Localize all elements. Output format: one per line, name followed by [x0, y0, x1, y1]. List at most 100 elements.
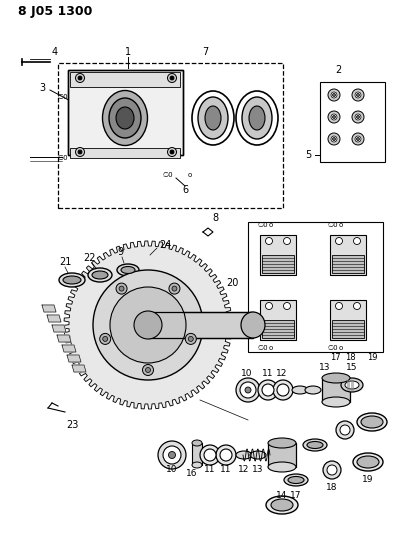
- Text: 13: 13: [252, 465, 264, 474]
- Ellipse shape: [323, 461, 341, 479]
- Ellipse shape: [356, 116, 360, 118]
- Ellipse shape: [242, 97, 272, 139]
- Text: 10: 10: [241, 369, 253, 378]
- Bar: [70, 72, 180, 87]
- Circle shape: [284, 238, 291, 245]
- Circle shape: [110, 287, 186, 363]
- Text: 7: 7: [202, 47, 208, 57]
- Ellipse shape: [357, 456, 379, 468]
- Bar: [58, 63, 283, 208]
- Ellipse shape: [361, 416, 383, 428]
- Polygon shape: [52, 325, 66, 332]
- Bar: [332, 255, 364, 273]
- Bar: [330, 235, 366, 275]
- Ellipse shape: [357, 413, 387, 431]
- Text: 8: 8: [212, 213, 218, 223]
- Ellipse shape: [240, 382, 256, 398]
- Ellipse shape: [328, 133, 340, 145]
- Ellipse shape: [192, 440, 202, 446]
- Ellipse shape: [220, 449, 232, 461]
- Ellipse shape: [273, 380, 293, 400]
- Ellipse shape: [333, 138, 335, 141]
- Ellipse shape: [169, 451, 175, 458]
- Polygon shape: [47, 315, 61, 322]
- Ellipse shape: [322, 373, 350, 383]
- Text: ∅0: ∅0: [327, 222, 338, 228]
- Ellipse shape: [327, 465, 337, 475]
- Text: 11: 11: [220, 465, 232, 474]
- Text: ∅0: ∅0: [258, 222, 268, 228]
- Bar: [322, 378, 350, 402]
- Ellipse shape: [328, 111, 340, 123]
- Bar: [68, 70, 183, 155]
- Ellipse shape: [271, 499, 293, 511]
- Text: 14: 14: [276, 490, 287, 499]
- Ellipse shape: [284, 474, 308, 486]
- Text: o: o: [339, 345, 343, 351]
- Circle shape: [119, 286, 124, 291]
- Circle shape: [170, 150, 174, 154]
- Circle shape: [354, 303, 360, 310]
- Circle shape: [145, 367, 150, 373]
- Circle shape: [354, 238, 360, 245]
- Ellipse shape: [192, 462, 202, 468]
- Text: 15: 15: [346, 364, 358, 373]
- Ellipse shape: [198, 97, 228, 139]
- Ellipse shape: [307, 441, 323, 448]
- Ellipse shape: [204, 449, 216, 461]
- Ellipse shape: [355, 92, 361, 98]
- Text: 18: 18: [326, 483, 338, 492]
- Bar: [70, 148, 180, 158]
- Ellipse shape: [117, 264, 139, 276]
- Ellipse shape: [355, 136, 361, 142]
- Circle shape: [116, 283, 127, 294]
- Ellipse shape: [322, 397, 350, 407]
- Ellipse shape: [262, 384, 274, 396]
- Circle shape: [170, 76, 174, 80]
- Ellipse shape: [341, 378, 363, 392]
- Ellipse shape: [236, 91, 278, 145]
- Bar: [148, 312, 253, 338]
- Bar: [248, 222, 383, 352]
- Ellipse shape: [353, 453, 383, 471]
- Bar: [262, 320, 294, 338]
- Circle shape: [284, 303, 291, 310]
- Ellipse shape: [249, 106, 265, 130]
- Ellipse shape: [277, 384, 289, 396]
- Polygon shape: [57, 335, 71, 342]
- Text: 6: 6: [182, 185, 188, 195]
- Circle shape: [103, 336, 108, 342]
- Text: 19: 19: [367, 352, 377, 361]
- Circle shape: [134, 311, 162, 339]
- Ellipse shape: [266, 496, 298, 514]
- Ellipse shape: [258, 380, 278, 400]
- Ellipse shape: [331, 92, 337, 98]
- Ellipse shape: [352, 111, 364, 123]
- Text: o: o: [188, 172, 192, 178]
- Text: 11: 11: [204, 465, 216, 474]
- Ellipse shape: [59, 273, 85, 287]
- Text: 4: 4: [52, 47, 58, 57]
- Text: o: o: [339, 222, 343, 228]
- Ellipse shape: [250, 451, 266, 459]
- Ellipse shape: [92, 271, 108, 279]
- Bar: [268, 443, 296, 467]
- Ellipse shape: [236, 451, 252, 459]
- Polygon shape: [62, 345, 76, 352]
- Polygon shape: [64, 241, 232, 409]
- Ellipse shape: [336, 421, 354, 439]
- Circle shape: [100, 334, 111, 344]
- Circle shape: [76, 74, 84, 83]
- Ellipse shape: [292, 386, 308, 394]
- Circle shape: [93, 270, 203, 380]
- Text: 24: 24: [159, 240, 171, 250]
- Bar: [320, 82, 385, 162]
- Polygon shape: [42, 305, 56, 312]
- Text: ∅0: ∅0: [163, 172, 173, 178]
- Text: 13: 13: [319, 364, 331, 373]
- Text: ∅0: ∅0: [58, 155, 69, 161]
- Text: 16: 16: [186, 469, 198, 478]
- Ellipse shape: [352, 133, 364, 145]
- Text: 12: 12: [238, 465, 250, 474]
- Text: 1: 1: [125, 47, 131, 57]
